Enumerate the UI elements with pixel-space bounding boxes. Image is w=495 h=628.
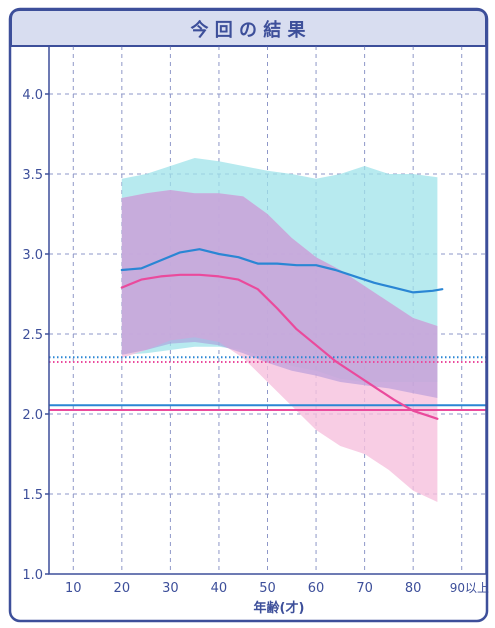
- y-tick-label: 3.5: [22, 168, 43, 183]
- y-tick-label: 1.0: [22, 568, 43, 583]
- chart-title: 今 回 の 結 果: [190, 19, 306, 41]
- x-tick-label: 30: [162, 581, 179, 596]
- x-axis-label: 年齢(才): [254, 600, 305, 616]
- y-tick-label: 3.0: [22, 248, 43, 263]
- y-tick-label: 2.0: [22, 408, 43, 423]
- y-axis-ticks: 1.0 1.5 2.0 2.5 3.0 3.5 4.0: [22, 88, 49, 583]
- x-tick-label: 10: [65, 581, 82, 596]
- x-tick-label: 90以上: [450, 581, 489, 595]
- y-tick-label: 2.5: [22, 328, 43, 343]
- data-series: [120, 248, 444, 420]
- x-tick-label: 40: [211, 581, 228, 596]
- plot-border: [48, 45, 487, 575]
- y-tick-label: 4.0: [22, 88, 43, 103]
- reference-band: [121, 190, 438, 398]
- title-bar: [10, 9, 487, 47]
- x-tick-label: 20: [114, 581, 131, 596]
- x-axis-ticks: 10 20 30 40 50 60 70 80 90以上: [65, 581, 489, 596]
- series-line: [120, 248, 444, 294]
- x-tick-label: 60: [308, 581, 325, 596]
- series-line: [120, 273, 439, 420]
- x-tick-label: 70: [356, 581, 373, 596]
- y-tick-label: 1.5: [22, 488, 43, 503]
- reference-bands: [121, 158, 438, 502]
- x-tick-label: 50: [259, 581, 276, 596]
- x-tick-label: 80: [405, 581, 422, 596]
